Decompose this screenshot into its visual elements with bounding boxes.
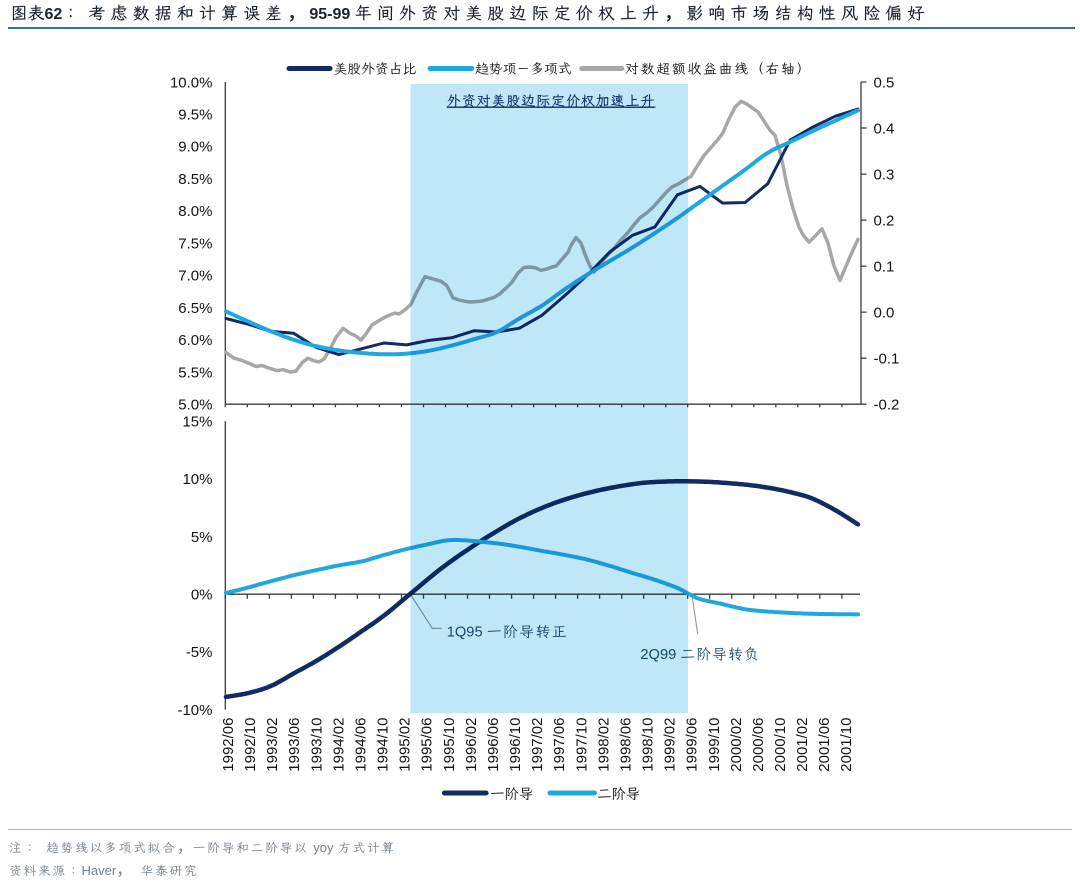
svg-text:1994/10: 1994/10 — [375, 718, 392, 772]
svg-text:1992/06: 1992/06 — [220, 718, 237, 772]
svg-text:2000/06: 2000/06 — [750, 718, 767, 772]
svg-text:0.1: 0.1 — [874, 258, 895, 275]
svg-text:1993/02: 1993/02 — [264, 718, 281, 772]
svg-text:1997/10: 1997/10 — [573, 718, 590, 772]
svg-text:1999/02: 1999/02 — [662, 718, 679, 772]
svg-text:9.0%: 9.0% — [178, 139, 212, 156]
svg-text:-0.1: -0.1 — [874, 351, 900, 368]
svg-text:-10%: -10% — [177, 702, 212, 719]
svg-text:1998/02: 1998/02 — [595, 718, 612, 772]
svg-text:2000/02: 2000/02 — [728, 718, 745, 772]
svg-text:2001/02: 2001/02 — [794, 718, 811, 772]
svg-text:1998/10: 1998/10 — [640, 718, 657, 772]
svg-text:一阶导: 一阶导 — [490, 784, 533, 803]
svg-text:-5%: -5% — [186, 644, 213, 661]
svg-text:对数超额收益曲线（右轴）: 对数超额收益曲线（右轴） — [625, 60, 812, 78]
svg-text:15%: 15% — [182, 413, 212, 430]
svg-text:1999/06: 1999/06 — [684, 718, 701, 772]
svg-text:0.3: 0.3 — [874, 166, 895, 183]
svg-text:6.5%: 6.5% — [178, 300, 212, 317]
svg-text:0.0: 0.0 — [874, 304, 895, 321]
svg-text:1996/10: 1996/10 — [507, 718, 524, 772]
svg-text:1997/02: 1997/02 — [529, 718, 546, 772]
svg-text:1998/06: 1998/06 — [617, 718, 634, 772]
svg-text:1999/10: 1999/10 — [706, 718, 723, 772]
svg-text:9.5%: 9.5% — [178, 107, 212, 124]
svg-text:2001/10: 2001/10 — [838, 718, 855, 772]
svg-text:1994/06: 1994/06 — [353, 718, 370, 772]
svg-text:趋势项－多项式: 趋势项－多项式 — [475, 60, 572, 78]
svg-text:0.2: 0.2 — [874, 212, 895, 229]
svg-text:10%: 10% — [182, 471, 212, 488]
svg-text:1993/10: 1993/10 — [308, 718, 325, 772]
svg-text:2000/10: 2000/10 — [772, 718, 789, 772]
svg-text:1994/02: 1994/02 — [330, 718, 347, 772]
svg-text:1995/10: 1995/10 — [441, 718, 458, 772]
svg-text:0.5: 0.5 — [874, 74, 895, 91]
svg-text:1996/06: 1996/06 — [485, 718, 502, 772]
svg-text:5%: 5% — [191, 529, 213, 546]
svg-text:7.0%: 7.0% — [178, 268, 212, 285]
svg-text:1992/10: 1992/10 — [242, 718, 259, 772]
svg-text:2001/06: 2001/06 — [816, 718, 833, 772]
svg-text:7.5%: 7.5% — [178, 235, 212, 252]
svg-text:-0.2: -0.2 — [874, 397, 900, 414]
svg-text:二阶导: 二阶导 — [597, 784, 640, 803]
svg-text:1993/06: 1993/06 — [286, 718, 303, 772]
svg-text:8.5%: 8.5% — [178, 171, 212, 188]
svg-text:5.0%: 5.0% — [178, 397, 212, 414]
svg-text:0.4: 0.4 — [874, 120, 895, 137]
svg-text:1995/06: 1995/06 — [419, 718, 436, 772]
svg-text:10.0%: 10.0% — [170, 74, 213, 91]
svg-text:美股外资占比: 美股外资占比 — [334, 60, 417, 78]
svg-text:1996/02: 1996/02 — [463, 718, 480, 772]
svg-text:1995/02: 1995/02 — [397, 718, 414, 772]
svg-text:1997/06: 1997/06 — [551, 718, 568, 772]
svg-text:0%: 0% — [191, 587, 213, 604]
svg-text:5.5%: 5.5% — [178, 364, 212, 381]
svg-text:6.0%: 6.0% — [178, 332, 212, 349]
svg-text:8.0%: 8.0% — [178, 203, 212, 220]
